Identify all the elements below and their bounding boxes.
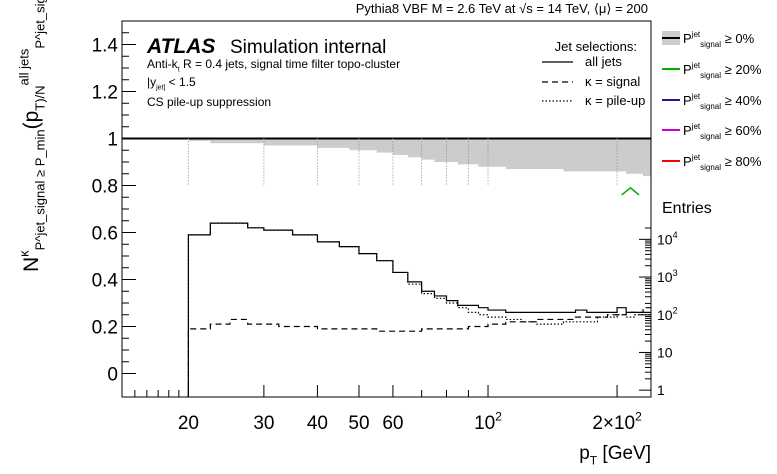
green-threshold-line: [621, 186, 640, 196]
info-line-0: Anti-kt​ R = 0.4 jets, signal time filte…: [147, 57, 400, 74]
y-axis-label: Nκ​P^jet_signal ≥ P_min​(pT)/N​all jets​…: [17, 0, 48, 272]
legend-threshold-label-1: Pjet​signal​ ≥ 20%: [683, 61, 762, 80]
entries-tick-label: 102​: [657, 305, 678, 322]
entries-tick-label: 1: [657, 382, 665, 398]
plot-frame: [121, 20, 652, 398]
y-tick-label: 0.8: [92, 177, 118, 198]
legend-title: Jet selections:: [555, 39, 637, 54]
entries-tick-label: 103​: [657, 268, 678, 285]
x-tick-label: 2×102​: [592, 409, 642, 434]
band-area: [188, 138, 651, 177]
chart-title: ATLAS: [146, 35, 215, 58]
legend-label-0: all jets: [585, 54, 622, 69]
x-tick-label: 102​: [474, 409, 502, 434]
series-line-2: [187, 222, 651, 397]
y-tick-label: 1: [107, 130, 118, 151]
entries-axis: 1 10 102​ 103​ 104​ Entries: [639, 200, 712, 398]
series-line-0: [187, 222, 651, 397]
legend-threshold-label-3: Pjet​signal​ ≥ 60%: [683, 122, 762, 141]
x-tick-label: 20: [178, 413, 199, 434]
x-axis-label: pT​ [GeV]: [579, 443, 651, 468]
entries-tick-label: 104​: [657, 230, 678, 247]
x-tick-label: 30: [253, 413, 274, 434]
band-layer: [122, 137, 651, 177]
y-tick-label: 1.4: [92, 36, 119, 57]
y-tick-label: 1.2: [92, 83, 118, 104]
legend-label-2: κ = pile-up: [585, 93, 645, 108]
legend-jet-selections: Jet selections:all jets κ = signal κ = pil…: [542, 39, 645, 108]
x-axis: 20 30 40 50 60 102​ 2×102​: [134, 385, 642, 434]
info-line-2: CS pile-up suppression: [147, 95, 271, 109]
y-tick-label: 0.6: [92, 224, 118, 245]
plot-area: 20 30 40 50 60 102​ 2×102​ 0 0.2 0.4 0.6 0.8 1 1.2 1.…: [92, 20, 712, 434]
legend-label-1: κ = signal: [585, 74, 640, 89]
legend-threshold-label-2: Pjet​signal​ ≥ 40%: [683, 92, 762, 111]
y-axis-label-text: Nκ​P^jet_signal ≥ P_min​(pT)/N​all jets​…: [17, 0, 48, 272]
legend-threshold-label-0: Pjet​signal​ ≥ 0%: [683, 30, 755, 49]
y-tick-label: 0.2: [92, 318, 118, 339]
y-tick-label: 0.4: [92, 271, 119, 292]
x-axis-label-text: pT​ [GeV]: [579, 443, 651, 468]
legend-thresholds: Pjet​signal​ ≥ 0% Pjet​signal​ ≥ 20% Pjet​…: [662, 30, 762, 172]
entries-tick-label: 10: [657, 344, 673, 360]
bin-divider-lines: [187, 138, 618, 186]
header-text: Pythia8 VBF M = 2.6 TeV at √s = 14 TeV, …: [356, 1, 648, 16]
entries-axis-label: Entries: [662, 200, 712, 217]
y-tick-label: 0: [107, 365, 118, 386]
x-tick-label: 50: [348, 413, 369, 434]
x-tick-label: 40: [307, 413, 328, 434]
chart-subtitle: Simulation internal: [230, 37, 386, 58]
legend-threshold-label-4: Pjet​signal​ ≥ 80%: [683, 153, 762, 172]
x-tick-label: 60: [382, 413, 403, 434]
info-text: Anti-kt​ R = 0.4 jets, signal time filte…: [147, 57, 400, 109]
y-axis: 0 0.2 0.4 0.6 0.8 1 1.2 1.4: [92, 20, 136, 386]
series-layer: [187, 186, 651, 397]
series-line-1: [187, 307, 651, 397]
info-line-1: |yjet|​ < 1.5: [147, 75, 196, 92]
